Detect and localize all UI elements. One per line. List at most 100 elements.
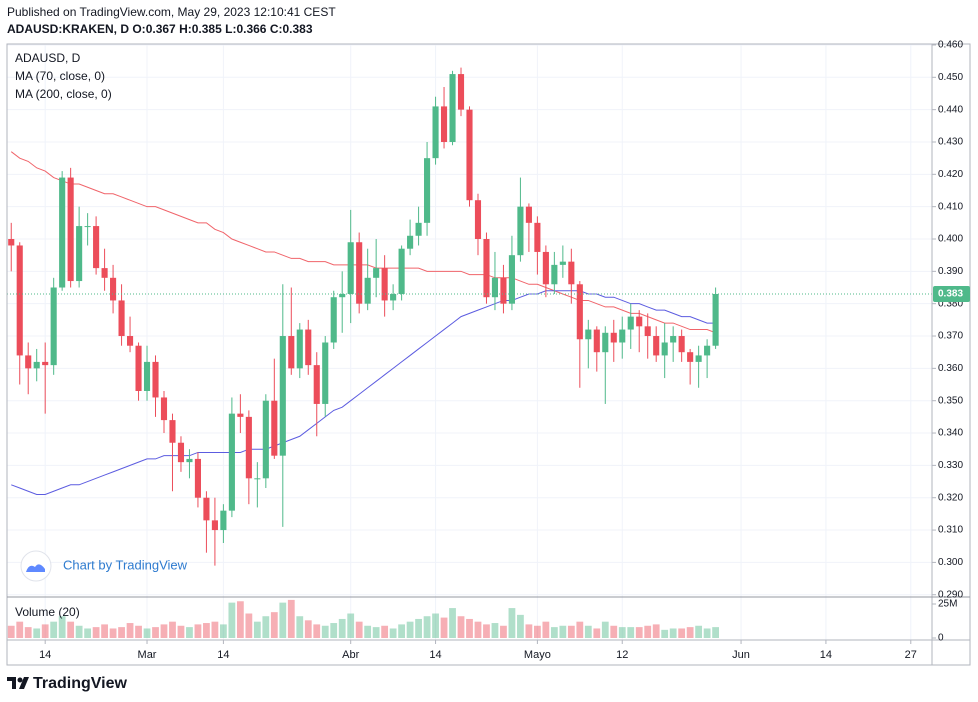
candle-body bbox=[59, 177, 66, 288]
y-tick-label: 0.310 bbox=[938, 525, 963, 536]
volume-bar bbox=[533, 625, 541, 638]
candle-body bbox=[33, 361, 40, 369]
volume-bar bbox=[245, 613, 253, 638]
candle-body bbox=[339, 293, 346, 298]
candle-body bbox=[542, 251, 549, 285]
candle-body bbox=[228, 413, 235, 511]
candle-body bbox=[559, 261, 566, 265]
candle-body bbox=[687, 352, 694, 362]
volume-bar bbox=[661, 629, 669, 638]
y-tick-label: 0.330 bbox=[938, 460, 963, 471]
candle-body bbox=[593, 329, 600, 353]
ma-line bbox=[10, 151, 716, 334]
volume-bar bbox=[16, 621, 24, 638]
x-tick-label: 14 bbox=[820, 649, 832, 661]
ohlc-label: C: bbox=[269, 22, 283, 36]
volume-bar bbox=[220, 624, 227, 638]
candle-body bbox=[551, 264, 558, 285]
volume-bar bbox=[118, 627, 125, 638]
volume-bar bbox=[703, 628, 711, 638]
volume-bar bbox=[41, 624, 49, 638]
volume-bar bbox=[644, 625, 652, 638]
volume-bar bbox=[601, 621, 609, 638]
candle-body bbox=[636, 316, 643, 327]
volume-bar bbox=[75, 625, 83, 638]
watermark: Chart by TradingView bbox=[63, 557, 188, 572]
volume-bar bbox=[517, 614, 524, 638]
candle-body bbox=[466, 109, 473, 201]
candle-body bbox=[568, 261, 575, 285]
candle-body bbox=[211, 520, 218, 531]
candle-body bbox=[143, 361, 151, 391]
candle-body bbox=[602, 332, 609, 353]
volume-bar bbox=[593, 628, 601, 638]
volume-bar bbox=[338, 618, 346, 638]
candle-body bbox=[322, 342, 329, 404]
volume-bar bbox=[296, 616, 304, 638]
ohlc-value: 0.385 bbox=[191, 22, 222, 36]
legend-ma200: MA (200, close, 0) bbox=[15, 87, 112, 101]
candle-body bbox=[288, 336, 295, 369]
candle-body bbox=[356, 242, 363, 304]
ohlc-label: H: bbox=[179, 22, 192, 36]
candle-body bbox=[245, 416, 252, 479]
candle-body bbox=[237, 413, 244, 417]
candle-body bbox=[364, 277, 371, 304]
last-price-label: 0.383 bbox=[938, 289, 963, 300]
volume-bar bbox=[143, 628, 151, 638]
footer-logo: TradingView bbox=[33, 675, 128, 692]
volume-bar bbox=[279, 602, 287, 638]
candle-body bbox=[398, 248, 405, 294]
candle-body bbox=[576, 284, 583, 340]
symbol: ADAUSD:KRAKEN, D bbox=[7, 22, 129, 36]
volume-bar bbox=[525, 624, 533, 638]
volume-bar bbox=[211, 621, 219, 638]
y-tick-label: 0.440 bbox=[938, 104, 963, 115]
volume-bar bbox=[406, 621, 414, 638]
candle-body bbox=[110, 277, 117, 301]
volume-bar bbox=[381, 625, 389, 638]
y-tick-label: 0.350 bbox=[938, 395, 963, 406]
volume-bar bbox=[33, 628, 41, 638]
volume-bar bbox=[270, 612, 278, 638]
candle-body bbox=[712, 293, 719, 346]
volume-bar bbox=[152, 627, 159, 638]
volume-tick-label: 0 bbox=[938, 633, 944, 644]
volume-bar bbox=[364, 625, 372, 638]
candle-body bbox=[186, 458, 193, 463]
candle-body bbox=[525, 206, 532, 223]
candle-body bbox=[670, 336, 677, 343]
candle-body bbox=[653, 336, 660, 356]
y-tick-label: 0.380 bbox=[938, 298, 963, 309]
candle-body bbox=[390, 293, 397, 301]
candle-body bbox=[483, 239, 490, 298]
candle-body bbox=[254, 478, 261, 480]
ohlc-label: O: bbox=[132, 22, 146, 36]
candle-body bbox=[440, 106, 448, 142]
candle-body bbox=[305, 329, 312, 366]
y-tick-label: 0.390 bbox=[938, 266, 963, 277]
volume-bar bbox=[126, 623, 134, 638]
volume-bar bbox=[169, 621, 176, 638]
y-tick-label: 0.450 bbox=[938, 72, 963, 83]
candle-body bbox=[25, 355, 32, 369]
candle-body bbox=[101, 268, 108, 278]
volume-bar bbox=[669, 628, 677, 638]
x-tick-label: 14 bbox=[39, 649, 51, 661]
volume-bar bbox=[695, 625, 703, 638]
volume-bar bbox=[618, 627, 626, 638]
last-price-box bbox=[933, 285, 970, 302]
volume-bar bbox=[24, 627, 32, 638]
volume-bar bbox=[58, 616, 66, 638]
volume-bar bbox=[432, 613, 439, 638]
volume-bar bbox=[203, 623, 210, 638]
candle-body bbox=[627, 316, 634, 330]
candle-body bbox=[500, 277, 507, 304]
candle-body bbox=[432, 106, 439, 159]
x-tick-label: 14 bbox=[429, 649, 441, 661]
candle-body bbox=[330, 297, 337, 343]
volume-bar bbox=[474, 621, 482, 638]
candle-body bbox=[135, 345, 142, 391]
candle-body bbox=[695, 355, 702, 362]
